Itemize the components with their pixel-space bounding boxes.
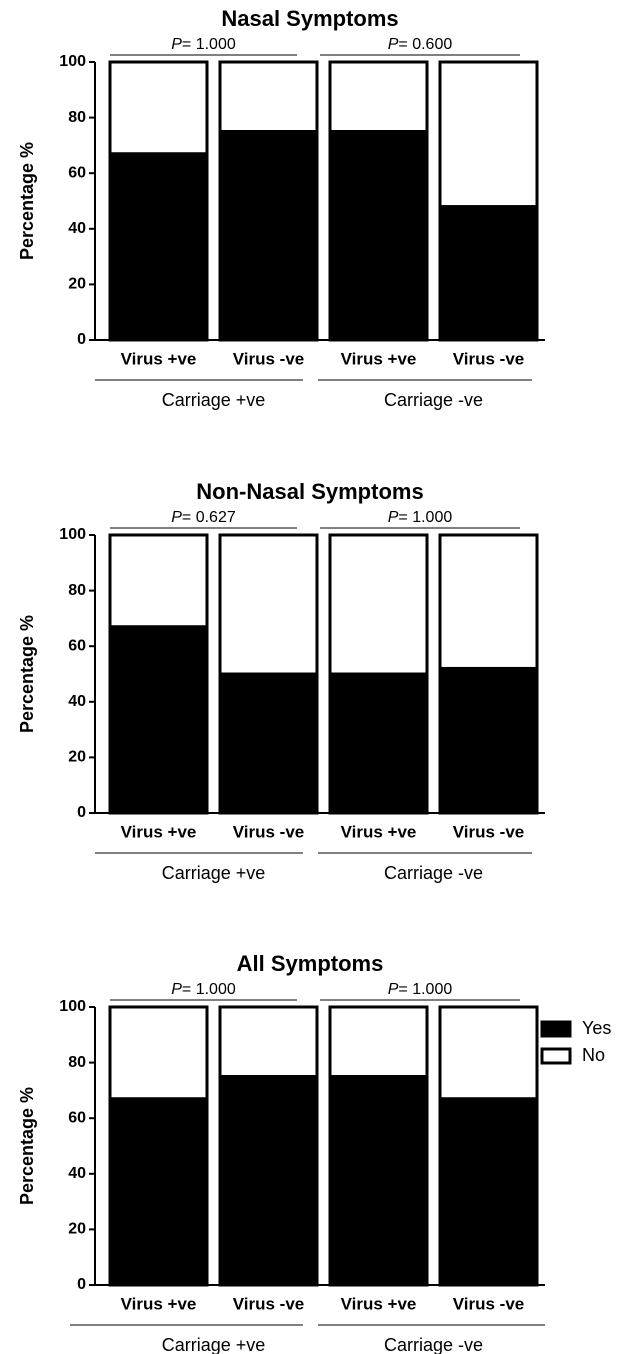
bar-segment bbox=[438, 1097, 539, 1287]
p-value: P= 1.000 bbox=[388, 981, 453, 998]
bar-segment bbox=[328, 672, 429, 815]
p-value: P= 0.627 bbox=[171, 509, 236, 526]
p-value: P= 1.000 bbox=[388, 509, 453, 526]
bar-segment bbox=[328, 1005, 429, 1078]
bar-segment bbox=[438, 666, 539, 815]
y-tick-label: 100 bbox=[59, 998, 86, 1015]
y-axis-label: Percentage % bbox=[17, 615, 37, 733]
bar-segment bbox=[438, 60, 539, 209]
x-tick-label: Virus -ve bbox=[233, 349, 305, 368]
legend-swatch bbox=[540, 1047, 572, 1065]
legend-label: Yes bbox=[582, 1018, 611, 1038]
x-tick-label: Virus -ve bbox=[453, 349, 525, 368]
p-text: = 1.000 bbox=[398, 981, 452, 998]
x-tick-label: Virus +ve bbox=[341, 349, 417, 368]
y-tick-label: 0 bbox=[77, 1276, 86, 1293]
chart-title: Nasal Symptoms bbox=[221, 6, 398, 31]
p-symbol: P bbox=[388, 509, 399, 526]
x-tick-label: Virus +ve bbox=[341, 822, 417, 841]
bar-segment bbox=[108, 1005, 209, 1101]
p-symbol: P bbox=[171, 981, 182, 998]
x-tick-label: Virus -ve bbox=[233, 822, 305, 841]
bar-segment bbox=[108, 625, 209, 815]
x-tick-label: Virus +ve bbox=[121, 349, 197, 368]
bar-segment bbox=[218, 1005, 319, 1078]
x-tick-label: Virus -ve bbox=[453, 1294, 525, 1313]
y-tick-label: 80 bbox=[68, 1054, 86, 1071]
bar-segment bbox=[108, 533, 209, 629]
bar-segment bbox=[328, 533, 429, 676]
y-tick-label: 20 bbox=[68, 276, 86, 293]
x-tick-label: Virus -ve bbox=[453, 822, 525, 841]
y-axis-label: Percentage % bbox=[17, 142, 37, 260]
y-tick-label: 0 bbox=[77, 804, 86, 821]
bar-segment bbox=[328, 60, 429, 133]
bar-segment bbox=[218, 533, 319, 676]
p-symbol: P bbox=[171, 509, 182, 526]
y-tick-label: 0 bbox=[77, 331, 86, 348]
y-tick-label: 60 bbox=[68, 164, 86, 181]
bar-segment bbox=[438, 533, 539, 670]
chart-title: Non-Nasal Symptoms bbox=[196, 479, 423, 504]
y-tick-label: 100 bbox=[59, 53, 86, 70]
y-tick-label: 80 bbox=[68, 109, 86, 126]
bar-segment bbox=[108, 152, 209, 342]
bar-segment bbox=[438, 1005, 539, 1101]
p-symbol: P bbox=[388, 36, 399, 53]
bar-segment bbox=[218, 60, 319, 133]
y-tick-label: 60 bbox=[68, 1109, 86, 1126]
group-label: Carriage -ve bbox=[384, 863, 483, 883]
bar-segment bbox=[108, 60, 209, 156]
legend-swatch bbox=[540, 1020, 572, 1038]
p-text: = 0.627 bbox=[182, 509, 236, 526]
y-tick-label: 60 bbox=[68, 637, 86, 654]
group-label: Carriage -ve bbox=[384, 1335, 483, 1354]
p-text: = 1.000 bbox=[398, 509, 452, 526]
y-tick-label: 40 bbox=[68, 1165, 86, 1182]
y-tick-label: 20 bbox=[68, 749, 86, 766]
bar-segment bbox=[218, 130, 319, 342]
legend-label: No bbox=[582, 1045, 605, 1065]
p-symbol: P bbox=[171, 36, 182, 53]
bar-segment bbox=[218, 672, 319, 815]
group-label: Carriage -ve bbox=[384, 390, 483, 410]
y-tick-label: 40 bbox=[68, 693, 86, 710]
x-tick-label: Virus +ve bbox=[121, 822, 197, 841]
x-tick-label: Virus +ve bbox=[121, 1294, 197, 1313]
group-label: Carriage +ve bbox=[162, 1335, 266, 1354]
p-value: P= 1.000 bbox=[171, 36, 236, 53]
y-tick-label: 80 bbox=[68, 582, 86, 599]
p-value: P= 0.600 bbox=[388, 36, 453, 53]
p-value: P= 1.000 bbox=[171, 981, 236, 998]
y-tick-label: 100 bbox=[59, 526, 86, 543]
y-tick-label: 40 bbox=[68, 220, 86, 237]
bar-segment bbox=[438, 205, 539, 342]
x-tick-label: Virus -ve bbox=[233, 1294, 305, 1313]
p-symbol: P bbox=[388, 981, 399, 998]
p-text: = 1.000 bbox=[182, 981, 236, 998]
bar-segment bbox=[108, 1097, 209, 1287]
y-tick-label: 20 bbox=[68, 1221, 86, 1238]
p-text: = 0.600 bbox=[398, 36, 452, 53]
p-text: = 1.000 bbox=[182, 36, 236, 53]
group-label: Carriage +ve bbox=[162, 863, 266, 883]
bar-segment bbox=[328, 1075, 429, 1287]
bar-segment bbox=[218, 1075, 319, 1287]
bar-segment bbox=[328, 130, 429, 342]
chart-title: All Symptoms bbox=[237, 951, 384, 976]
x-tick-label: Virus +ve bbox=[341, 1294, 417, 1313]
group-label: Carriage +ve bbox=[162, 390, 266, 410]
y-axis-label: Percentage % bbox=[17, 1087, 37, 1205]
